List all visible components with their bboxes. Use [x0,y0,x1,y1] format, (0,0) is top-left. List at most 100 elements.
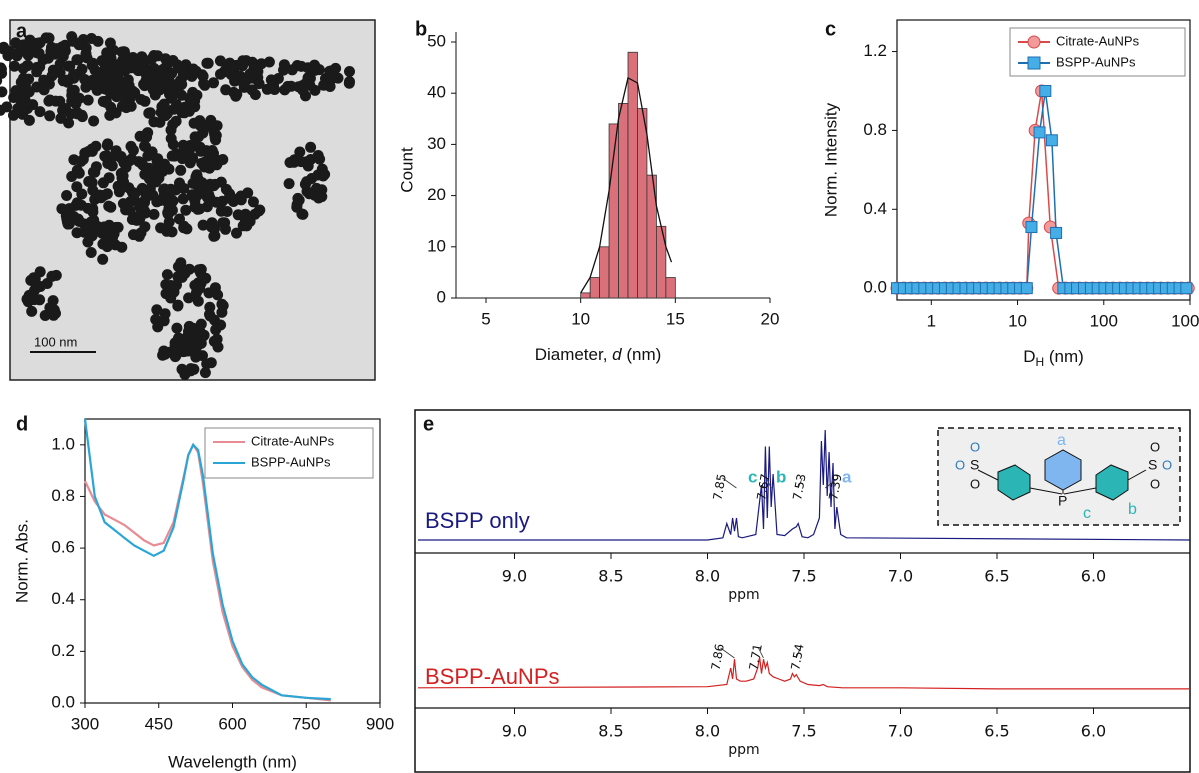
structure-inset: S O O O S O O O P a b c [937,427,1181,526]
nanoparticle [87,57,99,69]
x-tick-label: 750 [292,714,320,733]
nanoparticle [97,177,109,189]
structure-label: c [1083,505,1091,522]
nanoparticle [297,84,309,96]
peak-label: 7.53 [790,473,808,502]
legend-label: BSPP-AuNPs [1056,54,1136,69]
nanoparticle [299,178,311,190]
nanoparticle [129,54,141,66]
nanoparticle [64,60,76,72]
nanoparticle [103,226,115,237]
nanoparticle [235,194,247,206]
nanoparticle [166,226,178,238]
nanoparticle [158,98,170,110]
nanoparticle [165,292,177,304]
peak-assignment: b [776,467,786,486]
x-tick-label: 6.5 [984,567,1009,586]
nanoparticle [324,65,336,77]
nanoparticle [82,236,94,248]
nanoparticle [33,47,45,59]
nanoparticle [120,100,132,112]
ring-a [1044,449,1082,491]
y-tick-label: 0.8 [51,486,75,505]
peak-label: 7.39 [826,473,844,502]
nanoparticle [103,200,115,212]
point [1033,126,1046,139]
nanoparticle [158,184,170,196]
y-tick-label: 0.4 [51,589,75,608]
atom: O [955,457,965,472]
nanoparticle [197,219,209,231]
nanoparticle [197,350,208,362]
x-axis-label: DH (nm) [1023,347,1084,369]
nanoparticle [160,279,172,290]
x-axis-label-part: H [1035,355,1044,369]
peak-leader [797,477,803,489]
bar [665,277,676,299]
nanoparticle [122,74,134,86]
nanoparticle [80,48,92,60]
nanoparticle [22,296,34,308]
nanoparticle [209,230,221,242]
nanoparticle [169,340,181,352]
nanoparticle [31,66,43,78]
nanoparticle [23,114,35,126]
nanoparticle [230,90,242,102]
legend-label: Citrate-AuNPs [1056,33,1140,48]
bar [656,225,667,299]
nanoparticle [127,144,139,156]
y-tick-label: 0.6 [51,538,75,557]
nanoparticle [11,87,23,99]
x-tick-label: 20 [761,309,780,328]
legend-marker [1027,56,1041,70]
nanoparticle [198,78,210,90]
nanoparticle [146,78,158,90]
atom: S [970,457,979,473]
y-axis-label: Norm. Abs. [12,519,31,603]
nanoparticle [186,190,198,202]
nanoparticle [254,204,266,216]
peak-assignment: a [842,467,852,486]
x-axis-label-part: Diameter, [535,345,612,364]
atom: O [970,439,980,454]
x-tick-label: 5 [481,309,490,328]
x-axis-label: Wavelength (nm) [168,752,297,771]
nanoparticle [111,91,123,103]
nanoparticle [181,223,193,235]
panel-label: a [16,20,28,42]
nanoparticle [137,159,149,171]
nanoparticle [139,221,151,233]
nanoparticle [110,64,122,76]
bond [1029,487,1063,495]
nanoparticle [2,50,14,62]
nanoparticle [158,109,170,121]
nanoparticle [312,150,324,161]
point [1045,134,1058,147]
nanoparticle [46,70,58,82]
y-tick-label: 0.2 [51,641,75,660]
bond [1127,469,1147,481]
x-tick-label: 300 [71,714,99,733]
nanoparticle [209,314,220,326]
nanoparticle [71,181,83,193]
x-tick-label: 10 [571,309,590,328]
nanoparticle [150,314,162,325]
nanoparticle [105,101,117,113]
nanoparticle [39,310,51,321]
x-tick-label: 6.0 [1081,567,1106,586]
x-tick-label: 1 [927,311,936,330]
nanoparticle [43,32,55,44]
nanoparticle [316,184,328,196]
nanoparticle [221,206,233,217]
nanoparticle [101,188,113,200]
nanoparticle [174,213,185,225]
point [1039,84,1052,97]
y-tick-label: 10 [427,236,446,255]
nanoparticle [44,110,56,122]
nanoparticle [283,178,295,190]
nanoparticle [118,176,130,188]
nanoparticle [73,39,85,51]
nanoparticle [201,57,213,69]
